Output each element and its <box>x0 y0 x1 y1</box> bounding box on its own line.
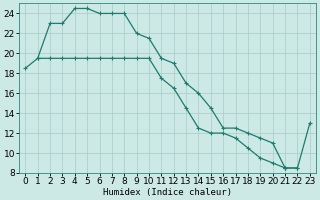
X-axis label: Humidex (Indice chaleur): Humidex (Indice chaleur) <box>103 188 232 197</box>
